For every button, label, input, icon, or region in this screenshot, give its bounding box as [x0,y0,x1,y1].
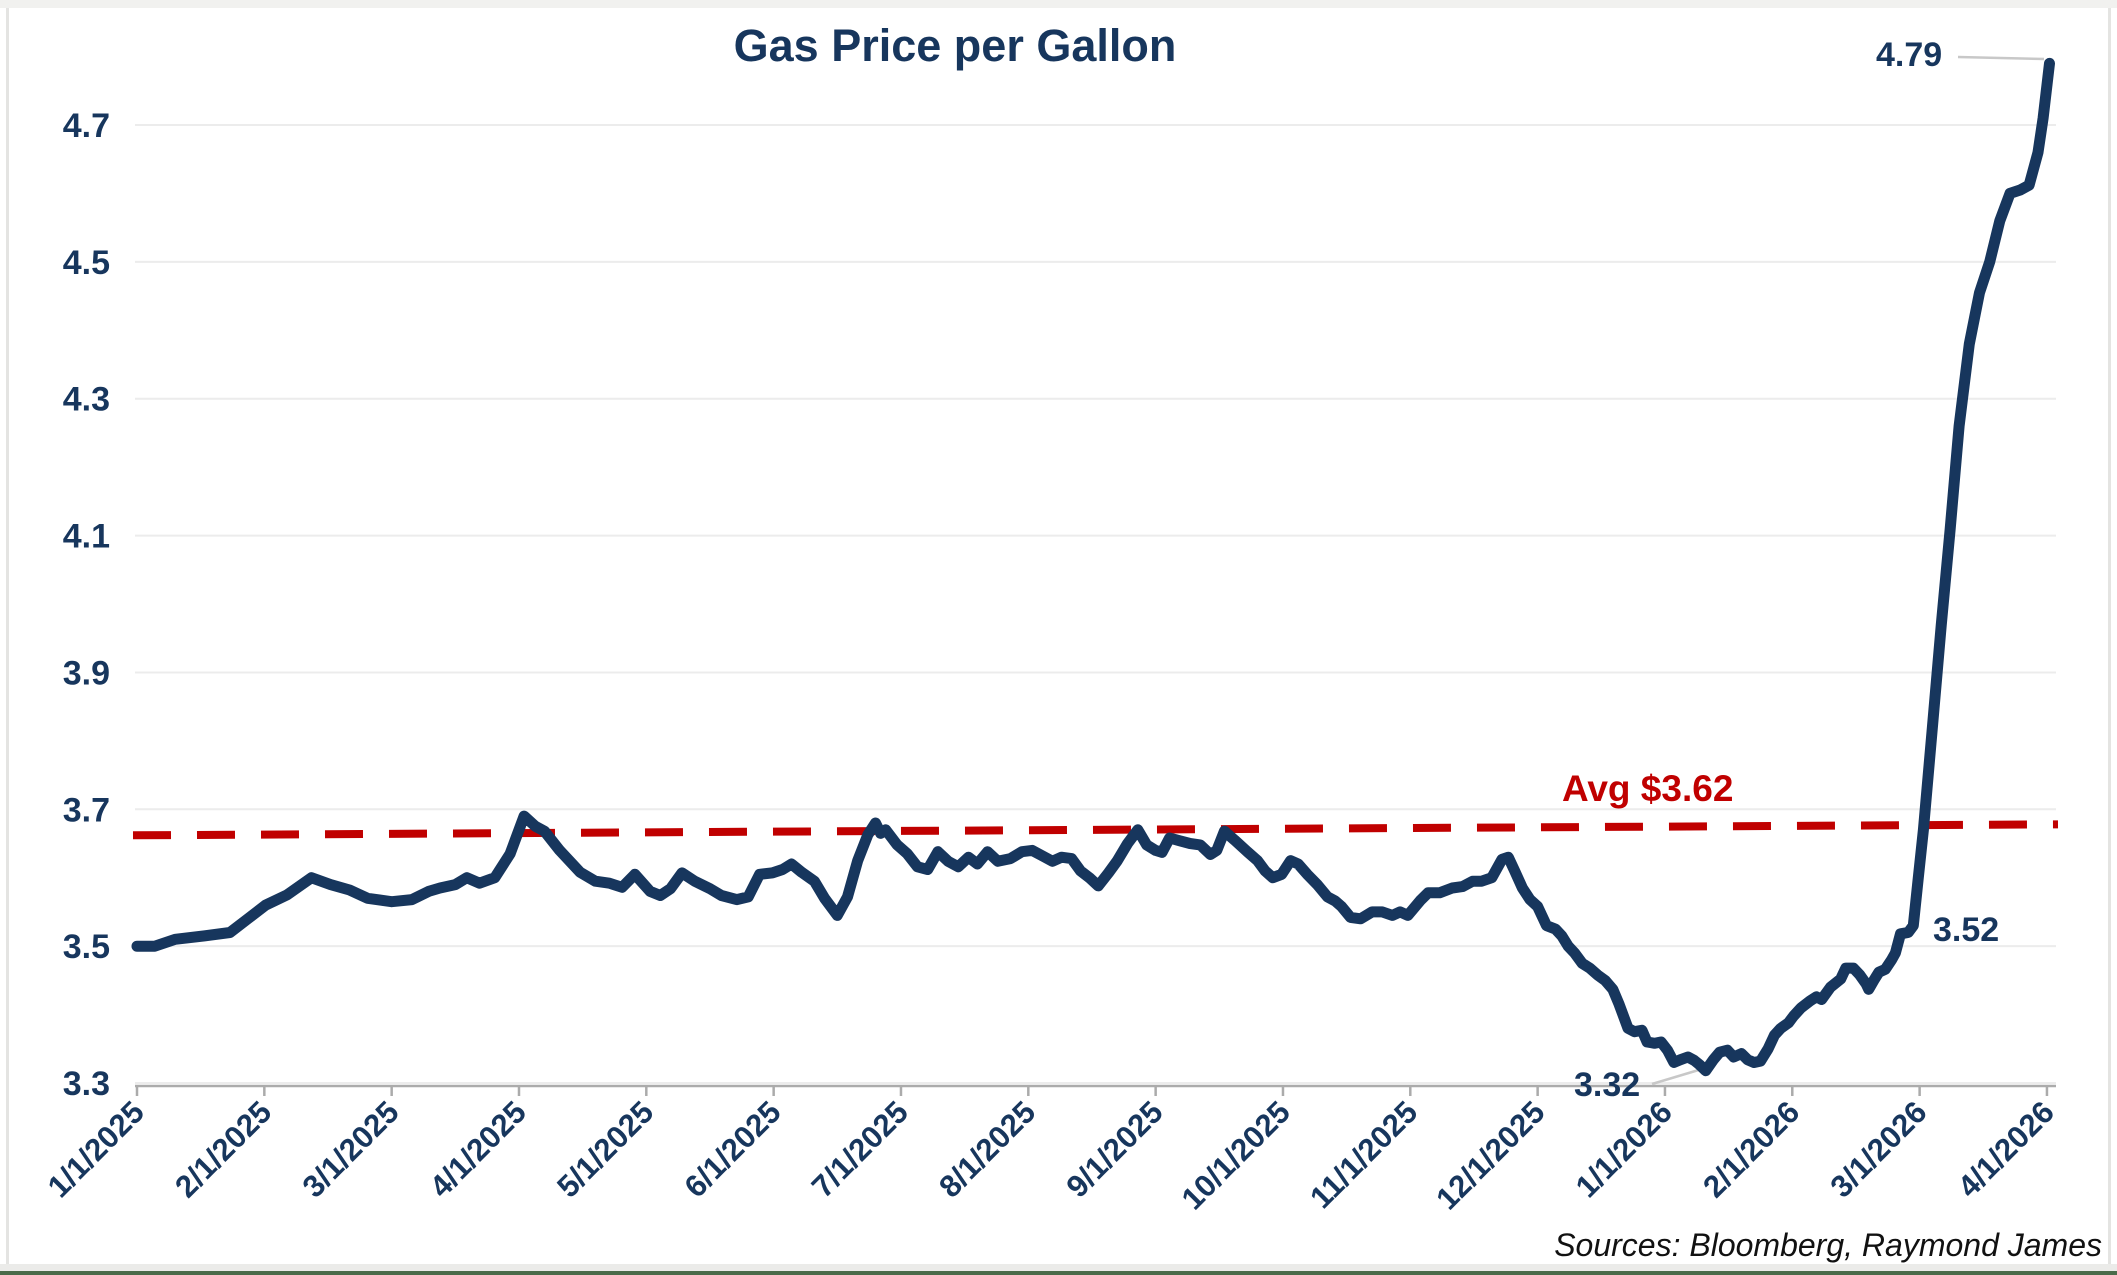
x-tick-label: 8/1/2025 [932,1094,1042,1204]
x-tick-label: 3/1/2026 [1823,1094,1933,1204]
slide-accent-bar [0,1271,2117,1275]
x-tick-label: 6/1/2025 [678,1094,788,1204]
x-tick-label: 4/1/2026 [1951,1094,2061,1204]
slide-edge-top [0,0,2117,8]
x-tick-label: 2/1/2026 [1696,1094,1806,1204]
slide-edge-bottom [0,1264,2117,1271]
leader-line-end-value [1957,55,2045,61]
x-tick-label: 7/1/2025 [805,1094,915,1204]
slide-edge-right [2108,8,2111,1264]
x-tick-label: 5/1/2025 [550,1094,660,1204]
y-tick-label: 3.7 [63,791,110,829]
x-tick-label: 9/1/2025 [1060,1094,1170,1204]
x-tick-label: 2/1/2025 [168,1094,278,1204]
x-tick-label: 11/1/2025 [1303,1094,1424,1215]
y-tick-label: 4.7 [63,107,110,145]
y-tick-label: 3.3 [63,1065,110,1103]
x-tick-label: 10/1/2025 [1175,1094,1297,1216]
x-tick-label: 4/1/2025 [423,1094,533,1204]
gas-price-series-line [131,57,2055,1077]
x-tick-label: 1/1/2026 [1569,1094,1679,1204]
x-tick-label: 1/1/2025 [41,1094,151,1204]
avg-line-label: Avg $3.62 [1562,768,1734,809]
x-tick-label: 3/1/2025 [296,1094,406,1204]
source-note: Sources: Bloomberg, Raymond James [1554,1227,2102,1263]
annotation-pre-spike-value: 3.52 [1933,911,2000,949]
annotation-min-value: 3.32 [1574,1066,1641,1104]
x-tick-label: 12/1/2025 [1429,1094,1551,1216]
leader-line-min-value [1651,1067,1703,1086]
slide-edge-left [6,8,9,1264]
chart-title: Gas Price per Gallon [733,20,1177,71]
annotation-end-value: 4.79 [1876,36,1943,74]
y-tick-label: 3.5 [63,928,110,966]
y-tick-label: 4.3 [63,381,110,419]
y-tick-label: 4.1 [63,518,110,556]
average-dashed-line [132,820,2059,840]
y-tick-label: 3.9 [63,654,110,692]
y-tick-label: 4.5 [63,244,110,282]
